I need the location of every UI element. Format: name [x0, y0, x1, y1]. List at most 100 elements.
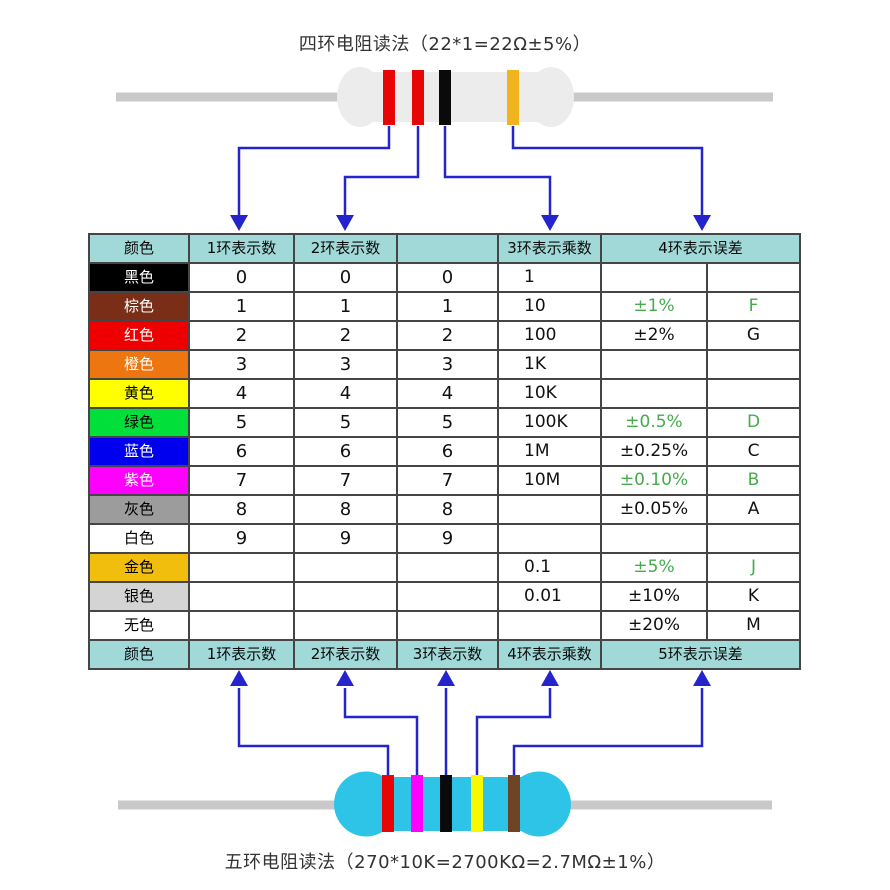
digit3-cell	[396, 552, 499, 583]
digit2-cell: 1	[293, 291, 398, 322]
digit1-cell: 2	[188, 320, 295, 351]
digit2-cell: 5	[293, 407, 398, 438]
digit2-cell	[293, 610, 398, 641]
multiplier-cell: 0.01	[497, 581, 602, 612]
tolerance-cell	[600, 349, 708, 380]
arrowhead-up-icon	[336, 670, 354, 686]
table-row: 灰色 8 8 8 ±0.05% A	[88, 494, 802, 525]
band-1-red	[382, 775, 394, 832]
arrow-band4-to-col4	[475, 688, 552, 776]
header-ring4-tolerance: 4环表示误差	[599, 233, 802, 264]
tolerance-cell	[600, 378, 708, 409]
letter-cell	[705, 262, 802, 293]
table-header-bottom: 颜色 1环表示数 2环表示数 3环表示数 4环表示乘数 5环表示误差	[88, 639, 802, 670]
letter-cell: B	[705, 465, 802, 496]
header-ring4-multiplier: 4环表示乘数	[497, 639, 602, 670]
arrowhead-down-icon	[541, 215, 559, 231]
digit1-cell: 6	[188, 436, 295, 467]
arrowhead-up-icon	[541, 670, 559, 686]
header-ring3-multiplier: 3环表示乘数	[497, 233, 602, 264]
header-ring1: 1环表示数	[188, 639, 295, 670]
band-4-gold	[507, 70, 519, 125]
band-3-black	[440, 775, 452, 832]
band-2-purple	[411, 775, 423, 832]
resistor-body	[337, 67, 574, 127]
letter-cell: A	[705, 494, 802, 525]
tolerance-cell: ±0.10%	[600, 465, 708, 496]
digit2-cell: 0	[293, 262, 398, 293]
digit1-cell: 0	[188, 262, 295, 293]
tolerance-cell: ±2%	[600, 320, 708, 351]
color-swatch-cell: 橙色	[88, 349, 190, 380]
digit1-cell: 7	[188, 465, 295, 496]
color-swatch-cell: 灰色	[88, 494, 190, 525]
band-2-red	[412, 70, 424, 125]
arrow-band2-to-col2	[343, 126, 420, 216]
digit2-cell: 2	[293, 320, 398, 351]
color-swatch-cell: 红色	[88, 320, 190, 351]
digit1-cell	[188, 610, 295, 641]
digit1-cell: 9	[188, 523, 295, 554]
band-5-brown	[508, 775, 520, 832]
arrow-band2-to-col2	[343, 688, 419, 776]
tolerance-cell	[600, 262, 708, 293]
letter-cell: D	[705, 407, 802, 438]
table-row: 绿色 5 5 5 100K ±0.5% D	[88, 407, 802, 438]
color-swatch-cell: 金色	[88, 552, 190, 583]
header-blank	[396, 233, 499, 264]
color-code-table: 颜色 1环表示数 2环表示数 3环表示乘数 4环表示误差 黑色 0 0 0 1 …	[88, 233, 802, 670]
digit2-cell: 7	[293, 465, 398, 496]
five-band-resistor-graphic	[118, 670, 772, 837]
arrow-band1-to-col1	[237, 126, 391, 216]
header-ring2: 2环表示数	[293, 639, 398, 670]
letter-cell: J	[705, 552, 802, 583]
digit3-cell: 5	[396, 407, 499, 438]
multiplier-cell: 100K	[497, 407, 602, 438]
digit2-cell: 9	[293, 523, 398, 554]
tolerance-cell: ±0.25%	[600, 436, 708, 467]
tolerance-cell	[600, 523, 708, 554]
color-swatch-cell: 无色	[88, 610, 190, 641]
five-band-title: 五环电阻读法（270*10K=2700KΩ=2.7MΩ±1%）	[224, 852, 666, 873]
table-row: 金色 0.1 ±5% J	[88, 552, 802, 583]
arrowhead-down-icon	[230, 215, 248, 231]
arrow-band1-to-col1	[237, 688, 390, 776]
table-row: 棕色 1 1 1 10 ±1% F	[88, 291, 802, 322]
arrowhead-up-icon	[230, 670, 248, 686]
digit3-cell: 4	[396, 378, 499, 409]
letter-cell: G	[705, 320, 802, 351]
header-color: 颜色	[88, 233, 190, 264]
multiplier-cell: 0.1	[497, 552, 602, 583]
tolerance-cell: ±10%	[600, 581, 708, 612]
digit1-cell: 8	[188, 494, 295, 525]
table-row: 蓝色 6 6 6 1M ±0.25% C	[88, 436, 802, 467]
digit3-cell: 7	[396, 465, 499, 496]
arrowhead-down-icon	[336, 215, 354, 231]
header-color: 颜色	[88, 639, 190, 670]
letter-cell: K	[705, 581, 802, 612]
digit3-cell: 6	[396, 436, 499, 467]
multiplier-cell: 1K	[497, 349, 602, 380]
color-swatch-cell: 绿色	[88, 407, 190, 438]
color-swatch-cell: 银色	[88, 581, 190, 612]
four-band-title: 四环电阻读法（22*1=22Ω±5%）	[298, 34, 592, 55]
digit1-cell: 3	[188, 349, 295, 380]
digit3-cell: 1	[396, 291, 499, 322]
arrow-band3-to-col3	[443, 126, 552, 216]
color-swatch-cell: 紫色	[88, 465, 190, 496]
header-ring3: 3环表示数	[396, 639, 499, 670]
color-swatch-cell: 棕色	[88, 291, 190, 322]
digit2-cell: 4	[293, 378, 398, 409]
multiplier-cell	[497, 494, 602, 525]
digit1-cell	[188, 581, 295, 612]
table-header-top: 颜色 1环表示数 2环表示数 3环表示乘数 4环表示误差	[88, 233, 802, 264]
header-ring1: 1环表示数	[188, 233, 295, 264]
table-row: 红色 2 2 2 100 ±2% G	[88, 320, 802, 351]
digit3-cell: 2	[396, 320, 499, 351]
band-1-red	[383, 70, 395, 125]
digit3-cell: 8	[396, 494, 499, 525]
arrowhead-up-icon	[693, 670, 711, 686]
digit2-cell: 8	[293, 494, 398, 525]
table-row: 紫色 7 7 7 10M ±0.10% B	[88, 465, 802, 496]
